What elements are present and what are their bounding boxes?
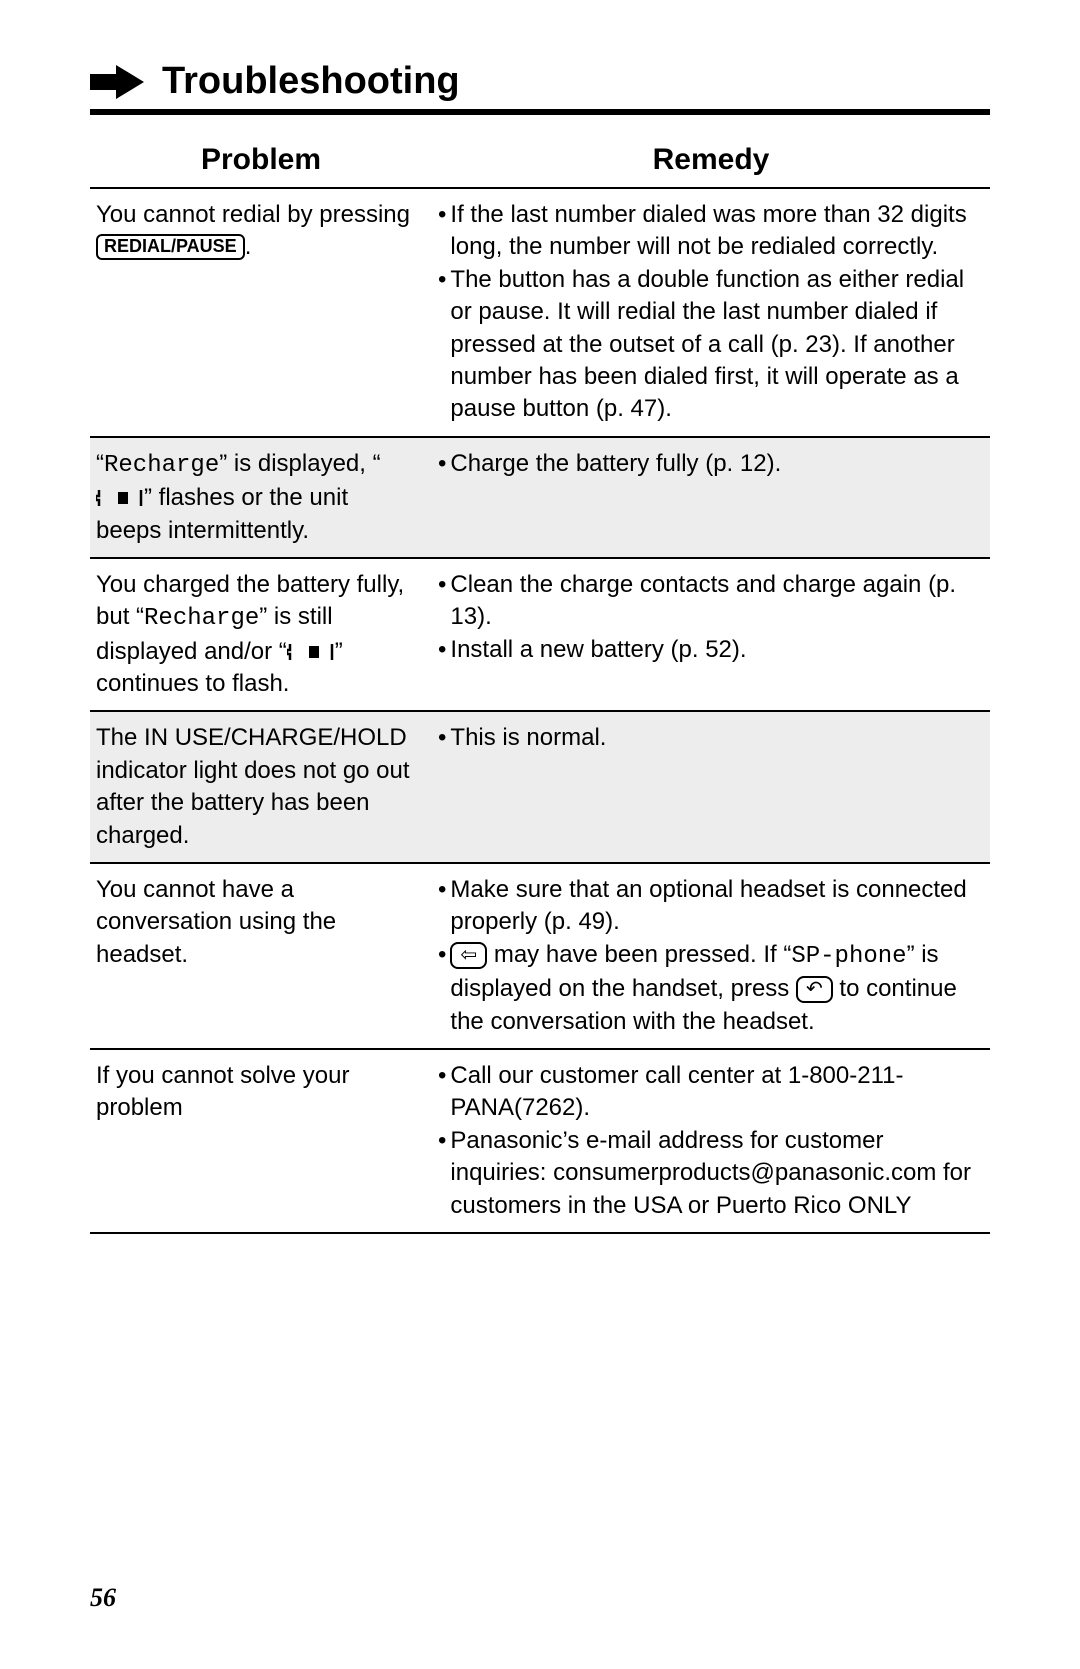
bullet-icon: • bbox=[438, 264, 450, 296]
remedy-cell: •If the last number dialed was more than… bbox=[432, 199, 990, 426]
problem-cell: The IN USE/CHARGE/HOLD indicator light d… bbox=[90, 722, 432, 852]
button-icon: ⇦ bbox=[450, 942, 487, 969]
remedy-cell: •Charge the battery fully (p. 12). bbox=[432, 448, 990, 547]
battery-icon bbox=[96, 484, 144, 511]
remedy-text: The button has a double function as eith… bbox=[450, 264, 984, 426]
remedy-bullet: •⇦ may have been pressed. If “SP-phone” … bbox=[438, 939, 984, 1038]
keycap: REDIAL/PAUSE bbox=[96, 234, 245, 260]
page-number: 56 bbox=[90, 1583, 116, 1613]
battery-icon bbox=[287, 638, 335, 665]
column-header-remedy: Remedy bbox=[432, 143, 990, 177]
problem-cell: You cannot redial by pressing REDIAL/PAU… bbox=[90, 199, 432, 426]
bullet-icon: • bbox=[438, 874, 450, 906]
table-row: You charged the battery fully, but “Rech… bbox=[90, 559, 990, 713]
remedy-text: Charge the battery fully (p. 12). bbox=[450, 448, 984, 480]
remedy-cell: •This is normal. bbox=[432, 722, 990, 852]
remedy-bullet: •If the last number dialed was more than… bbox=[438, 199, 984, 264]
troubleshooting-table-body: You cannot redial by pressing REDIAL/PAU… bbox=[90, 189, 990, 1234]
bullet-icon: • bbox=[438, 722, 450, 754]
bullet-icon: • bbox=[438, 199, 450, 231]
problem-cell: You cannot have a conversation using the… bbox=[90, 874, 432, 1038]
problem-cell: You charged the battery fully, but “Rech… bbox=[90, 569, 432, 701]
table-row: You cannot have a conversation using the… bbox=[90, 864, 990, 1050]
remedy-text: Install a new battery (p. 52). bbox=[450, 634, 984, 666]
remedy-text: Make sure that an optional headset is co… bbox=[450, 874, 984, 939]
bullet-icon: • bbox=[438, 1060, 450, 1092]
remedy-bullet: •Clean the charge contacts and charge ag… bbox=[438, 569, 984, 634]
bullet-icon: • bbox=[438, 634, 450, 666]
remedy-text: If the last number dialed was more than … bbox=[450, 199, 984, 264]
button-icon: ↶ bbox=[796, 976, 833, 1003]
section-title: Troubleshooting bbox=[162, 60, 460, 103]
remedy-text: Panasonic’s e-mail address for customer … bbox=[450, 1125, 984, 1222]
remedy-cell: •Call our customer call center at 1-800-… bbox=[432, 1060, 990, 1222]
problem-cell: If you cannot solve your problem bbox=[90, 1060, 432, 1222]
remedy-text: Call our customer call center at 1-800-2… bbox=[450, 1060, 984, 1125]
remedy-bullet: •Install a new battery (p. 52). bbox=[438, 634, 984, 666]
remedy-bullet: •Make sure that an optional headset is c… bbox=[438, 874, 984, 939]
table-row: “Recharge” is displayed, “” flashes or t… bbox=[90, 438, 990, 559]
table-row: You cannot redial by pressing REDIAL/PAU… bbox=[90, 189, 990, 438]
column-header-problem: Problem bbox=[90, 143, 432, 177]
bullet-icon: • bbox=[438, 1125, 450, 1157]
remedy-text: This is normal. bbox=[450, 722, 984, 754]
remedy-text: ⇦ may have been pressed. If “SP-phone” i… bbox=[450, 939, 984, 1038]
remedy-text: Clean the charge contacts and charge aga… bbox=[450, 569, 984, 634]
table-row: The IN USE/CHARGE/HOLD indicator light d… bbox=[90, 712, 990, 864]
table-row: If you cannot solve your problem•Call ou… bbox=[90, 1050, 990, 1234]
remedy-cell: •Clean the charge contacts and charge ag… bbox=[432, 569, 990, 701]
problem-cell: “Recharge” is displayed, “” flashes or t… bbox=[90, 448, 432, 547]
bullet-icon: • bbox=[438, 569, 450, 601]
remedy-bullet: •This is normal. bbox=[438, 722, 984, 754]
bullet-icon: • bbox=[438, 939, 450, 971]
table-header-row: Problem Remedy bbox=[90, 139, 990, 189]
remedy-bullet: •Panasonic’s e-mail address for customer… bbox=[438, 1125, 984, 1222]
remedy-bullet: •Call our customer call center at 1-800-… bbox=[438, 1060, 984, 1125]
remedy-cell: •Make sure that an optional headset is c… bbox=[432, 874, 990, 1038]
remedy-bullet: •Charge the battery fully (p. 12). bbox=[438, 448, 984, 480]
bullet-icon: • bbox=[438, 448, 450, 480]
arrow-right-icon bbox=[90, 65, 144, 99]
section-header: Troubleshooting bbox=[90, 60, 990, 115]
remedy-bullet: •The button has a double function as eit… bbox=[438, 264, 984, 426]
